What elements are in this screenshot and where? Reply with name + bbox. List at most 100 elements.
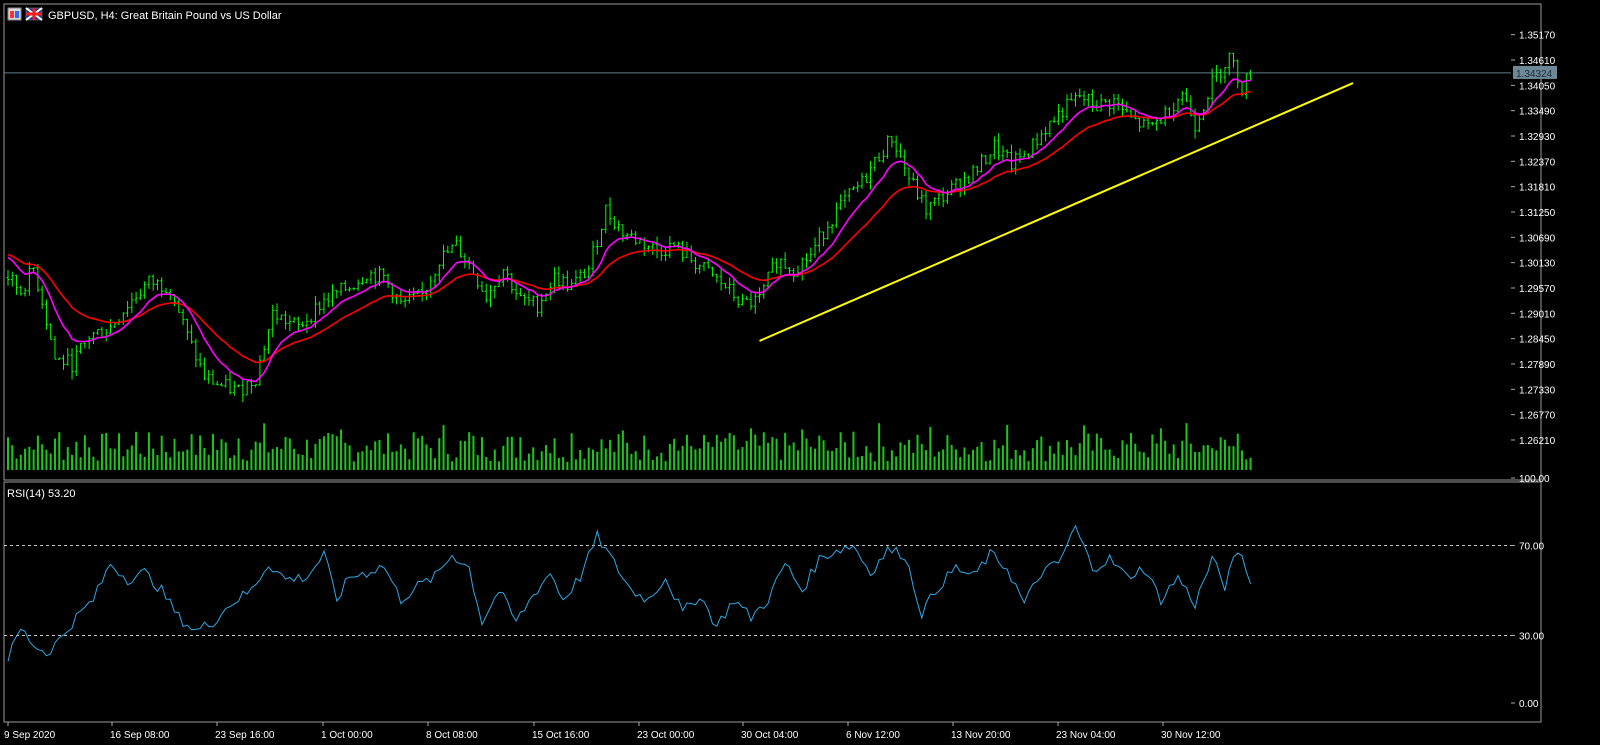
- volume-bar: [878, 423, 881, 470]
- volume-bar: [1189, 443, 1192, 470]
- volume-bar: [75, 441, 78, 470]
- volume-bar: [71, 454, 74, 470]
- volume-bar: [416, 438, 419, 470]
- volume-bar: [340, 429, 343, 470]
- volume-bar: [88, 447, 91, 470]
- volume-bar: [19, 454, 22, 470]
- price-tick-label: 1.29010: [1519, 309, 1556, 320]
- volume-bar: [959, 457, 962, 470]
- volume-bar: [1164, 440, 1167, 470]
- volume-bar: [395, 451, 398, 470]
- volume-bar: [203, 447, 206, 470]
- volume-bar: [1176, 458, 1179, 470]
- volume-bar: [1198, 451, 1201, 470]
- volume-bar: [745, 440, 748, 470]
- volume-bar: [404, 448, 407, 470]
- volume-bar: [621, 430, 624, 470]
- volume-bar: [1091, 450, 1094, 470]
- volume-bar: [703, 435, 706, 470]
- volume-bar: [519, 437, 522, 470]
- volume-bar: [536, 460, 539, 470]
- volume-bar: [1219, 437, 1222, 470]
- volume-bar: [1194, 451, 1197, 470]
- volume-bar: [246, 460, 249, 470]
- price-tick-label: 1.28450: [1519, 335, 1556, 346]
- volume-bar: [493, 449, 496, 470]
- moving-average-slow-line: [7, 90, 1251, 364]
- volume-bar: [1202, 445, 1205, 470]
- volume-bar: [241, 459, 244, 470]
- volume-bar: [1151, 434, 1154, 470]
- volume-bar: [1228, 446, 1231, 470]
- volume-bar: [502, 445, 505, 470]
- volume-bar: [724, 438, 727, 470]
- volume-bar: [1232, 446, 1235, 470]
- volume-bar: [1241, 450, 1244, 470]
- volume-bar: [873, 461, 876, 470]
- volume-bar: [929, 427, 932, 470]
- volume-bar: [434, 458, 436, 470]
- volume-bar: [122, 456, 125, 470]
- volume-bar: [130, 445, 133, 470]
- volume-bar: [749, 428, 752, 470]
- volume-bar: [1215, 450, 1218, 470]
- volume-bar: [1134, 443, 1137, 470]
- volume-bar: [801, 429, 804, 470]
- volume-bar: [788, 445, 791, 470]
- volume-bar: [207, 454, 210, 470]
- volume-bar: [79, 457, 82, 470]
- volume-bar: [1172, 444, 1175, 470]
- volume-bar: [143, 456, 146, 470]
- rsi-tick-label: 30.00: [1519, 632, 1544, 643]
- volume-bar: [28, 446, 31, 470]
- trendline[interactable]: [759, 82, 1354, 342]
- volume-bar: [895, 456, 898, 470]
- volume-bar: [369, 450, 372, 470]
- volume-bar: [882, 446, 885, 470]
- volume-bar: [446, 454, 449, 470]
- volume-bar: [617, 434, 620, 470]
- volume-bar: [510, 436, 513, 470]
- volume-bar: [707, 442, 710, 470]
- volume-bar: [15, 458, 18, 470]
- volume-bar: [660, 452, 663, 470]
- price-tick-label: 1.29570: [1519, 284, 1556, 295]
- volume-bar: [164, 452, 167, 470]
- volume-bar: [720, 441, 723, 470]
- volume-bar: [344, 442, 347, 470]
- volume-bar: [566, 461, 569, 470]
- volume-bar: [1223, 439, 1226, 470]
- price-tick-label: 1.30690: [1519, 233, 1556, 244]
- volume-bar: [685, 434, 688, 470]
- time-tick-label: 15 Oct 16:00: [532, 730, 590, 741]
- price-tick-label: 1.31250: [1519, 208, 1556, 219]
- volume-bar: [374, 441, 377, 470]
- volume-bar: [280, 448, 283, 470]
- volume-bar: [49, 453, 52, 470]
- volume-bar: [532, 447, 535, 470]
- volume-bar: [523, 460, 526, 470]
- volume-bar: [1245, 459, 1248, 470]
- volume-bar: [211, 433, 214, 470]
- volume-bar: [11, 445, 14, 470]
- volume-bar: [177, 451, 180, 470]
- volume-bar: [972, 449, 975, 470]
- volume-bar: [664, 461, 667, 470]
- volume-bar: [451, 461, 454, 470]
- volume-bar: [276, 447, 279, 470]
- volume-bar: [476, 455, 479, 470]
- volume-bar: [728, 432, 731, 470]
- volume-bar: [352, 461, 355, 470]
- volume-bar: [527, 453, 530, 470]
- price-tick-label: 1.27890: [1519, 360, 1556, 371]
- volume-bar: [767, 442, 770, 470]
- volume-bar: [814, 448, 817, 470]
- price-tick-label: 1.26770: [1519, 411, 1556, 422]
- volume-bar: [925, 450, 928, 470]
- volume-bar: [715, 434, 718, 470]
- price-tick-label: 1.31810: [1519, 183, 1556, 194]
- volume-bar: [1117, 457, 1120, 470]
- rsi-tick-label: 100.00: [1519, 474, 1550, 485]
- volume-bar: [105, 432, 108, 470]
